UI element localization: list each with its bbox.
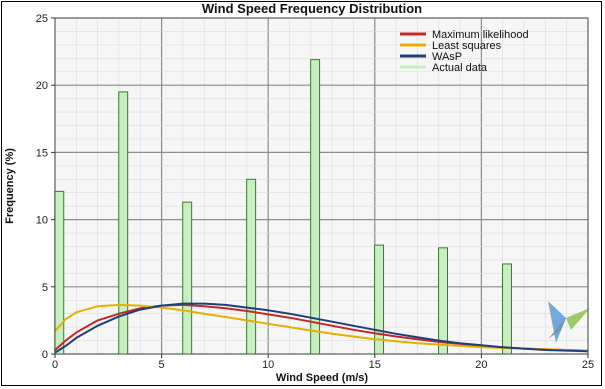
x-tick-label: 25 [582,359,594,371]
x-axis-label: Wind Speed (m/s) [276,372,369,384]
logo-blade-blue [548,301,566,343]
x-tick-label: 20 [475,359,487,371]
chart-title: Wind Speed Frequency Distribution [202,1,422,16]
series-line [54,302,589,354]
x-tick-label: 0 [52,359,58,371]
wind-turbine-logo-icon [548,301,590,343]
y-tick-label: 10 [36,215,48,227]
x-tick-label: 5 [159,359,165,371]
data-bar [182,201,193,355]
x-tick-label: 15 [369,359,381,371]
axis-ticks: 0 5 10 15 20 25 0 5 10 15 20 25 [36,13,594,371]
data-bar [502,263,512,355]
bars [54,59,512,355]
y-tick-label: 0 [42,349,48,361]
plot-area [55,18,588,354]
logo-blade-grey [548,318,566,339]
y-tick-label: 20 [36,80,48,92]
series-line [54,303,589,352]
legend-label: Least squares [432,40,502,52]
y-tick-label: 25 [36,13,48,25]
legend-label: Maximum likelihood [432,29,529,41]
legend-label: WAsP [432,51,462,63]
data-bar [438,247,449,355]
series-lines [54,302,589,354]
plot-border [54,17,589,355]
x-tick-label: 10 [262,359,274,371]
y-tick-label: 15 [36,147,48,159]
data-bar [374,244,385,355]
y-tick-label: 5 [42,282,48,294]
data-bar [310,59,321,355]
logo-blade-green [566,308,590,330]
y-axis-label: Frequency (%) [4,148,16,224]
data-bar [246,178,257,355]
legend-label: Actual data [432,62,488,74]
